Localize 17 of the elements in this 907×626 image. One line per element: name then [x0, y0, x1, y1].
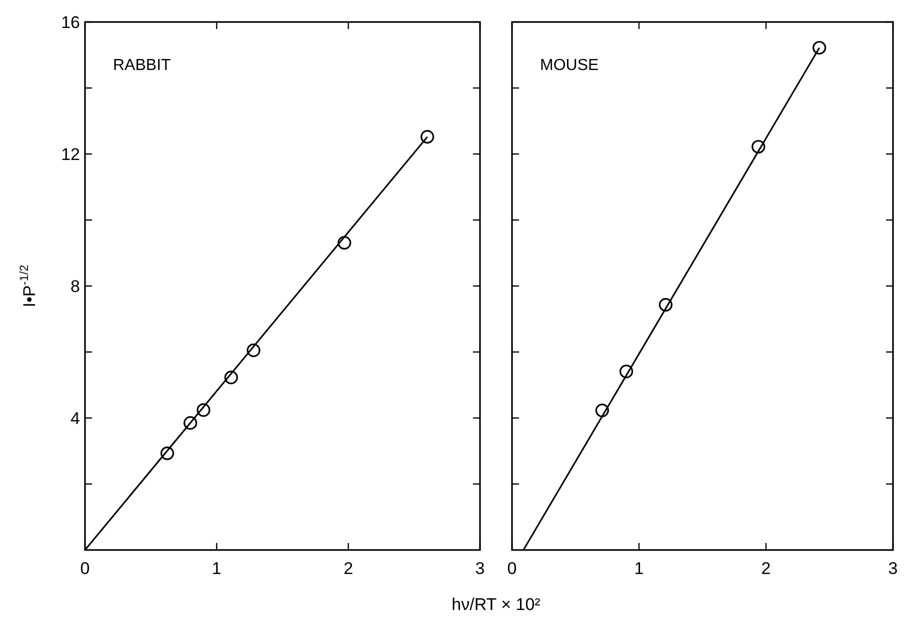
x-tick-label: 0 — [80, 559, 90, 578]
y-tick-label: 8 — [70, 277, 80, 296]
text: MOUSE — [540, 57, 599, 74]
x-tick-label: 2 — [344, 559, 354, 578]
point — [812, 40, 826, 55]
x-tick-label: 1 — [212, 559, 222, 578]
x-tick-label: 3 — [475, 559, 485, 578]
point — [420, 130, 434, 144]
y-tick-label: 4 — [70, 409, 80, 428]
y-tick-label: 16 — [61, 13, 80, 32]
x-tick-label: 0 — [507, 559, 517, 578]
text: RABBIT — [113, 57, 172, 74]
y-tick-label: 12 — [61, 145, 80, 164]
x-axis-title: hν/RT × 10² — [452, 595, 541, 614]
x-tick-label: 1 — [634, 559, 644, 578]
x-tick-label: 2 — [761, 559, 771, 578]
x-tick-label: 3 — [888, 559, 898, 578]
